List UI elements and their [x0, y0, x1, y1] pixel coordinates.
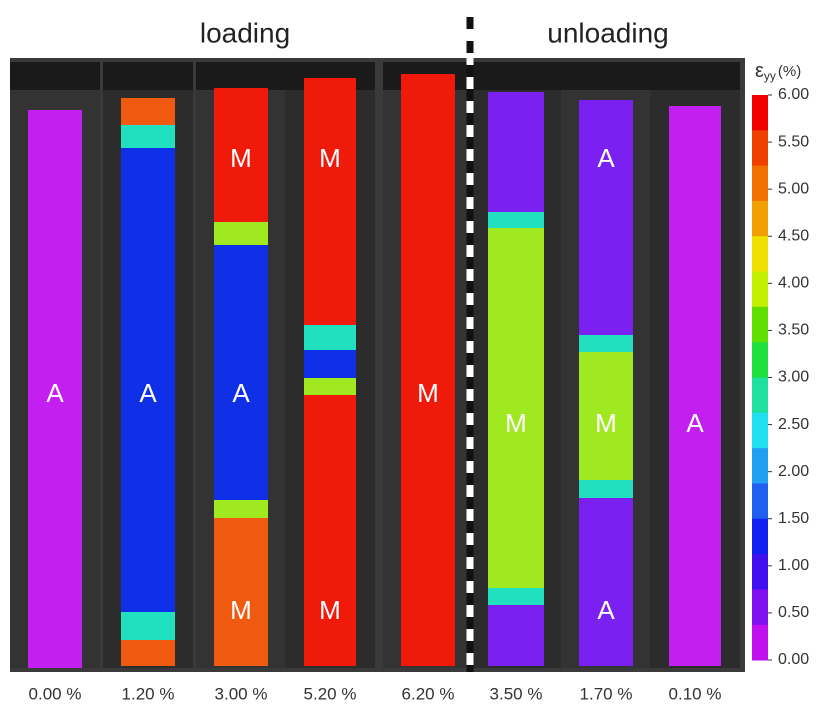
- colorbar-tick-label: 4.50: [778, 227, 809, 244]
- strain-band: [488, 605, 544, 666]
- figure: loading unloading A 0.00 % A 1.20 % M A M 3.00 …: [0, 0, 831, 712]
- strain-band: [121, 640, 175, 666]
- strain-label: 1.20 %: [122, 684, 175, 703]
- strain-label: 6.20 %: [402, 684, 455, 703]
- colorbar-step: [752, 342, 768, 378]
- grip: [103, 62, 193, 90]
- strain-label: 3.50 %: [490, 684, 543, 703]
- colorbar-step: [752, 448, 768, 484]
- phase-label: A: [686, 408, 704, 438]
- colorbar-step: [752, 236, 768, 272]
- strain-band: [304, 378, 356, 395]
- strain-band: [579, 335, 633, 352]
- colorbar-tick-label: 5.00: [778, 180, 809, 197]
- colorbar-tick-label: 2.00: [778, 463, 809, 480]
- colorbar-tick-label: 0.50: [778, 604, 809, 621]
- phase-label: A: [139, 378, 157, 408]
- colorbar: 6.00 5.50 5.00 4.50 4.00 3.50 3.00 2.50 2.00 1.50…: [752, 86, 809, 668]
- phase-label: M: [230, 595, 252, 625]
- strain-band: [121, 125, 175, 148]
- strain-band: [669, 106, 721, 666]
- colorbar-step: [752, 272, 768, 308]
- strain-band: [304, 325, 356, 350]
- colorbar-tick-label: 1.50: [778, 510, 809, 527]
- strain-band: [579, 480, 633, 498]
- colorbar-tick-label: 0.00: [778, 651, 809, 668]
- colorbar-tick-label: 5.50: [778, 133, 809, 150]
- phase-label: A: [597, 143, 615, 173]
- colorbar-tick-label: 2.50: [778, 416, 809, 433]
- colorbar-tick-label: 3.50: [778, 322, 809, 339]
- colorbar-step: [752, 413, 768, 449]
- phase-label: M: [319, 595, 341, 625]
- phase-label: A: [597, 595, 615, 625]
- grip: [196, 62, 286, 90]
- colorbar-title: εyy(%): [755, 60, 801, 83]
- strain-band: [401, 74, 455, 666]
- strain-band: [579, 100, 633, 335]
- phase-label: M: [505, 408, 527, 438]
- colorbar-step: [752, 201, 768, 237]
- colorbar-tick-label: 4.00: [778, 275, 809, 292]
- strain-band: [304, 350, 356, 378]
- strain-band: [121, 612, 175, 640]
- colorbar-symbol: ε: [755, 60, 764, 82]
- strain-band: [214, 222, 268, 245]
- grip: [10, 62, 100, 90]
- colorbar-subscript: yy: [764, 69, 776, 83]
- phase-label: M: [319, 143, 341, 173]
- strain-label: 1.70 %: [580, 684, 633, 703]
- colorbar-step: [752, 589, 768, 625]
- strain-band: [579, 498, 633, 666]
- strain-band: [214, 518, 268, 666]
- header-loading: loading: [200, 17, 290, 48]
- header-unloading: unloading: [547, 17, 668, 48]
- strain-band: [304, 78, 356, 325]
- strain-band: [488, 92, 544, 212]
- strain-band: [214, 500, 268, 518]
- colorbar-step: [752, 625, 768, 661]
- colorbar-tick-label: 6.00: [778, 86, 809, 103]
- colorbar-unit: (%): [778, 63, 801, 80]
- grip: [561, 62, 651, 90]
- colorbar-step: [752, 378, 768, 414]
- phase-label: M: [230, 143, 252, 173]
- strain-label: 0.10 %: [669, 684, 722, 703]
- colorbar-tick-label: 1.00: [778, 557, 809, 574]
- phase-label: A: [46, 378, 64, 408]
- colorbar-step: [752, 483, 768, 519]
- strain-label: 3.00 %: [215, 684, 268, 703]
- colorbar-step: [752, 95, 768, 131]
- grip: [471, 62, 561, 90]
- strain-band: [488, 588, 544, 605]
- phase-label: A: [232, 378, 250, 408]
- strain-band: [121, 98, 175, 125]
- colorbar-step: [752, 166, 768, 202]
- colorbar-step: [752, 130, 768, 166]
- strain-label: 5.20 %: [304, 684, 357, 703]
- strain-band: [214, 245, 268, 500]
- colorbar-tick-label: 3.00: [778, 369, 809, 386]
- colorbar-step: [752, 554, 768, 590]
- phase-label: M: [595, 408, 617, 438]
- colorbar-step: [752, 519, 768, 555]
- specimens: A 0.00 % A 1.20 % M A M 3.00 % M M 5.20 % M 6.20 % M 3…: [10, 62, 740, 703]
- strain-label: 0.00 %: [29, 684, 82, 703]
- colorbar-step: [752, 307, 768, 343]
- grip: [650, 62, 740, 90]
- strain-band: [488, 212, 544, 228]
- strain-band: [304, 395, 356, 666]
- phase-label: M: [417, 378, 439, 408]
